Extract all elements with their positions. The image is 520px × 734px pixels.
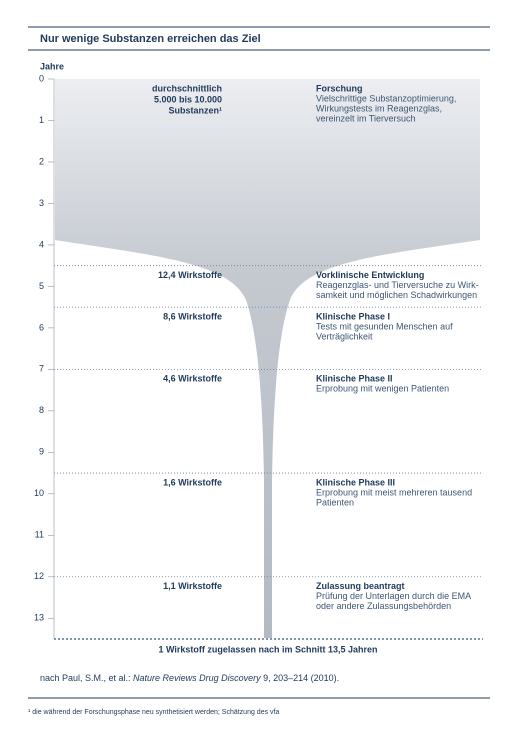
y-tick-label: 4	[39, 239, 44, 249]
stage-title: Klinische Phase I	[316, 312, 390, 322]
stage-count: 12,4 Wirkstoffe	[158, 270, 222, 280]
stage-title: Klinische Phase II	[316, 374, 393, 384]
y-tick-label: 12	[34, 571, 44, 581]
stage-description: Vielschrittige Substanzoptimierung,	[316, 93, 456, 103]
y-tick-label: 5	[39, 281, 44, 291]
stage-title: Klinische Phase III	[316, 477, 395, 487]
stage-description: oder andere Zulassungsbehörden	[316, 601, 451, 611]
stage-description: Reagenzglas- und Tierversuche zu Wirk-	[316, 280, 479, 290]
stage-description: Prüfung der Unterlagen durch die EMA	[316, 591, 471, 601]
stage-description: Erprobung mit wenigen Patienten	[316, 384, 449, 394]
stage-title: Vorklinische Entwicklung	[316, 270, 424, 280]
stage-description: Patienten	[316, 497, 354, 507]
source-part: Nature Reviews Drug Discovery	[133, 673, 261, 683]
stage-count: 4,6 Wirkstoffe	[163, 374, 222, 384]
y-tick-label: 6	[39, 322, 44, 332]
source-part: nach Paul, S.M., et al.:	[40, 673, 133, 683]
stage-count: 1,6 Wirkstoffe	[163, 477, 222, 487]
source-part: 9, 203–214 (2010).	[261, 673, 340, 683]
y-tick-label: 7	[39, 364, 44, 374]
y-axis-label: Jahre	[40, 61, 64, 71]
source: nach Paul, S.M., et al.: Nature Reviews …	[40, 673, 339, 683]
y-tick-label: 11	[35, 530, 44, 540]
stage-title: Forschung	[316, 83, 363, 93]
y-tick-label: 13	[34, 613, 44, 623]
stage-count: 5.000 bis 10.000	[154, 94, 222, 104]
y-tick-label: 8	[39, 405, 44, 415]
stage-description: vereinzelt im Tierversuch	[316, 113, 416, 123]
y-tick-label: 10	[34, 488, 44, 498]
y-tick-label: 2	[39, 156, 44, 166]
result: 1 Wirkstoff zugelassen nach im Schnitt 1…	[159, 644, 378, 654]
funnel	[55, 79, 480, 638]
y-tick-label: 9	[39, 447, 44, 457]
stage-count: 1,1 Wirkstoffe	[163, 581, 222, 591]
footnote: ¹ die während der Forschungsphase neu sy…	[28, 709, 279, 716]
stage-title: Zulassung beantragt	[316, 581, 405, 591]
y-tick-label: 0	[39, 73, 44, 83]
y-tick-label: 3	[39, 198, 44, 208]
chart-title: Nur wenige Substanzen erreichen das Ziel	[40, 33, 261, 45]
stage-count: durchschnittlich	[152, 83, 222, 93]
stage-count: Substanzen¹	[168, 105, 222, 115]
stage-description: Wirkungstests im Reagenzglas,	[316, 103, 442, 113]
stage-description: samkeit und möglichen Schadwirkungen	[316, 290, 477, 300]
y-tick-label: 1	[39, 115, 44, 125]
stage-description: Erprobung mit meist mehreren tausend	[316, 487, 472, 497]
stage-description: Tests mit gesunden Menschen auf	[316, 322, 453, 332]
stage-description: Verträglichkeit	[316, 332, 373, 342]
stage-count: 8,6 Wirkstoffe	[163, 312, 222, 322]
